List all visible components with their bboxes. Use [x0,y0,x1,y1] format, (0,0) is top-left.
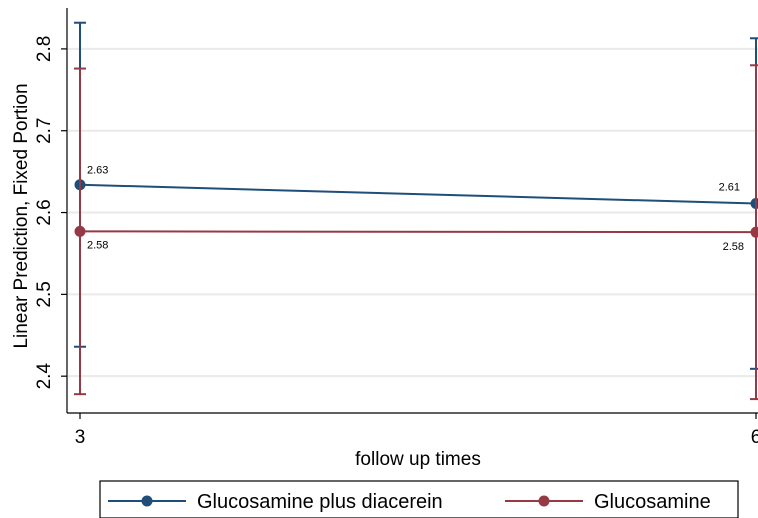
legend: Glucosamine plus diacerein Glucosamine [99,480,739,518]
data-point [750,226,758,238]
axes: 2.4 2.5 2.6 2.7 2.8 3 6 [34,8,758,448]
series-layer [74,21,758,401]
legend-marker-2 [538,495,550,507]
y-tick-label: 2.8 [34,36,55,62]
x-tick-label: 6 [751,427,758,448]
data-labels: 2.63 2.61 2.58 2.58 [87,165,744,253]
legend-label-1: Glucosamine plus diacerein [197,491,443,513]
x-axis-title: follow up times [355,449,481,470]
legend-box [99,480,739,518]
grid-lines [68,47,758,378]
y-tick-label: 2.4 [34,363,55,390]
y-tick-label: 2.7 [34,118,55,144]
legend-label-2: Glucosamine [594,491,711,513]
data-point [74,225,86,237]
series-line [79,230,757,234]
y-tick-label: 2.5 [34,281,55,307]
series-2 [74,64,758,401]
x-tick-label: 3 [75,427,86,448]
data-label: 2.58 [723,241,744,253]
legend-marker-1 [141,495,153,507]
y-axis-title: Linear Prediction, Fixed Portion [11,83,32,348]
data-label: 2.61 [719,182,740,194]
y-tick-label: 2.6 [34,199,55,225]
data-label: 2.63 [87,165,108,177]
data-label: 2.58 [87,239,108,251]
series-line [79,183,757,205]
